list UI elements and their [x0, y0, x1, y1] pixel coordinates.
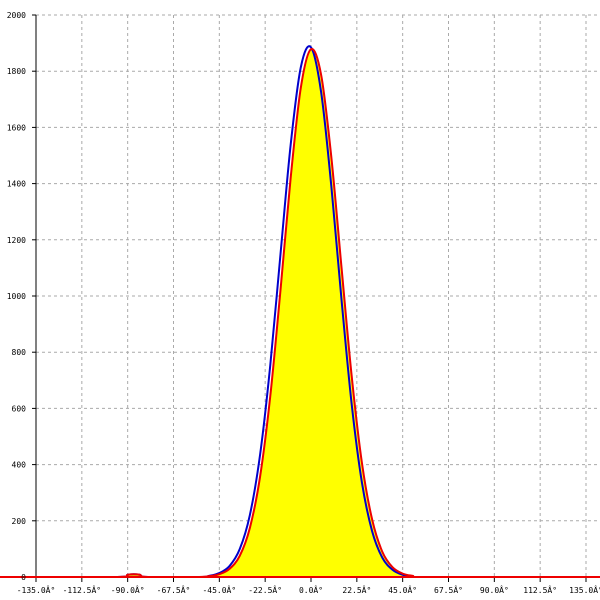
- x-tick-label: 0.0Â°: [299, 584, 323, 595]
- y-tick-label: 1400: [7, 180, 26, 189]
- x-tick-labels: -135.0Â° -112.5Â° -90.0Â° -67.5Â° -45.0Â° -22…: [17, 584, 600, 595]
- x-tick-label: -90.0Â°: [111, 584, 145, 595]
- y-tick-label: 1200: [7, 236, 26, 245]
- x-tick-label: -45.0Â°: [202, 584, 236, 595]
- area-fills: [36, 49, 586, 577]
- y-tick-label: 2000: [7, 11, 26, 20]
- y-tick-labels: 0 200 400 600 800 1000 1200 1400 1600 1800 2000: [7, 11, 26, 582]
- x-tick-label: -22.5Â°: [248, 584, 282, 595]
- y-tick-label: 1000: [7, 292, 26, 301]
- x-tick-label: -112.5Â°: [63, 584, 102, 595]
- series-1-area: [36, 49, 586, 577]
- x-tick-label: 45.0Â°: [388, 584, 417, 595]
- x-tick-label: 22.5Â°: [342, 584, 371, 595]
- y-tick-label: 600: [12, 404, 27, 413]
- x-tick-label: 135.0Â°: [569, 584, 600, 595]
- y-tick-label: 0: [21, 573, 26, 582]
- x-tick-label: -67.5Â°: [157, 584, 191, 595]
- x-tick-label: 67.5Â°: [434, 584, 463, 595]
- y-tick-label: 200: [12, 517, 27, 526]
- y-tick-label: 400: [12, 461, 27, 470]
- x-tick-label: 90.0Â°: [480, 584, 509, 595]
- y-tick-label: 1800: [7, 67, 26, 76]
- axes: [0, 14, 600, 582]
- x-tick-label: 112.5Â°: [523, 584, 557, 595]
- y-tick-label: 1600: [7, 123, 26, 132]
- y-tick-label: 800: [12, 348, 27, 357]
- x-tick-label: -135.0Â°: [17, 584, 56, 595]
